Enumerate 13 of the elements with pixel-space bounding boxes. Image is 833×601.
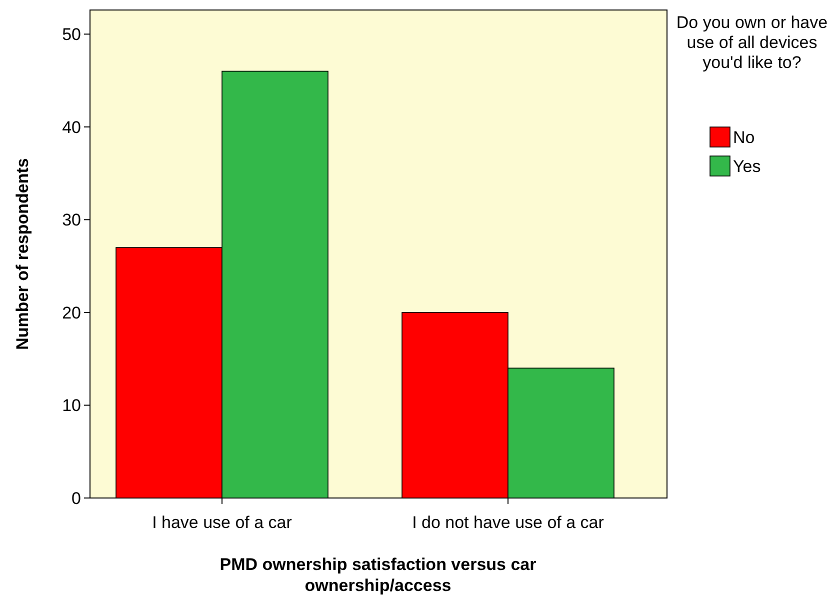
legend-label: No — [733, 128, 755, 147]
y-tick-label: 10 — [62, 396, 81, 416]
y-tick-label: 20 — [62, 303, 81, 322]
legend-title: Do you own or have use of all devices you'd like to? — [676, 13, 828, 72]
legend-label: Yes — [733, 156, 761, 176]
y-tick-label: 40 — [62, 118, 81, 137]
x-axis-title: PMD ownership satisfaction versus car ownership/access — [220, 555, 537, 595]
x-tick-label: I do not have use of a car — [412, 513, 604, 532]
x-tick-label: I have use of a car — [152, 513, 292, 532]
y-tick-label: 30 — [62, 210, 81, 230]
y-tick-label: 50 — [62, 25, 81, 44]
y-tick-label: 0 — [72, 488, 81, 508]
y-axis-title: Number of respondents — [13, 158, 32, 350]
